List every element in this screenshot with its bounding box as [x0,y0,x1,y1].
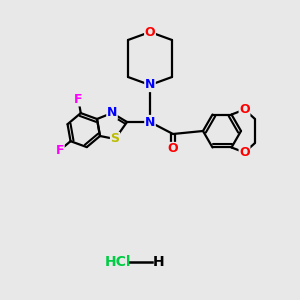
Text: O: O [145,26,155,38]
Text: N: N [107,106,117,119]
Text: O: O [168,142,178,155]
Text: S: S [110,133,119,146]
Text: F: F [74,93,82,106]
Text: N: N [145,116,155,128]
Text: HCl: HCl [105,255,131,269]
Text: O: O [239,103,250,116]
Text: O: O [239,146,250,159]
Text: N: N [145,79,155,92]
Text: F: F [56,144,64,157]
Text: H: H [153,255,165,269]
